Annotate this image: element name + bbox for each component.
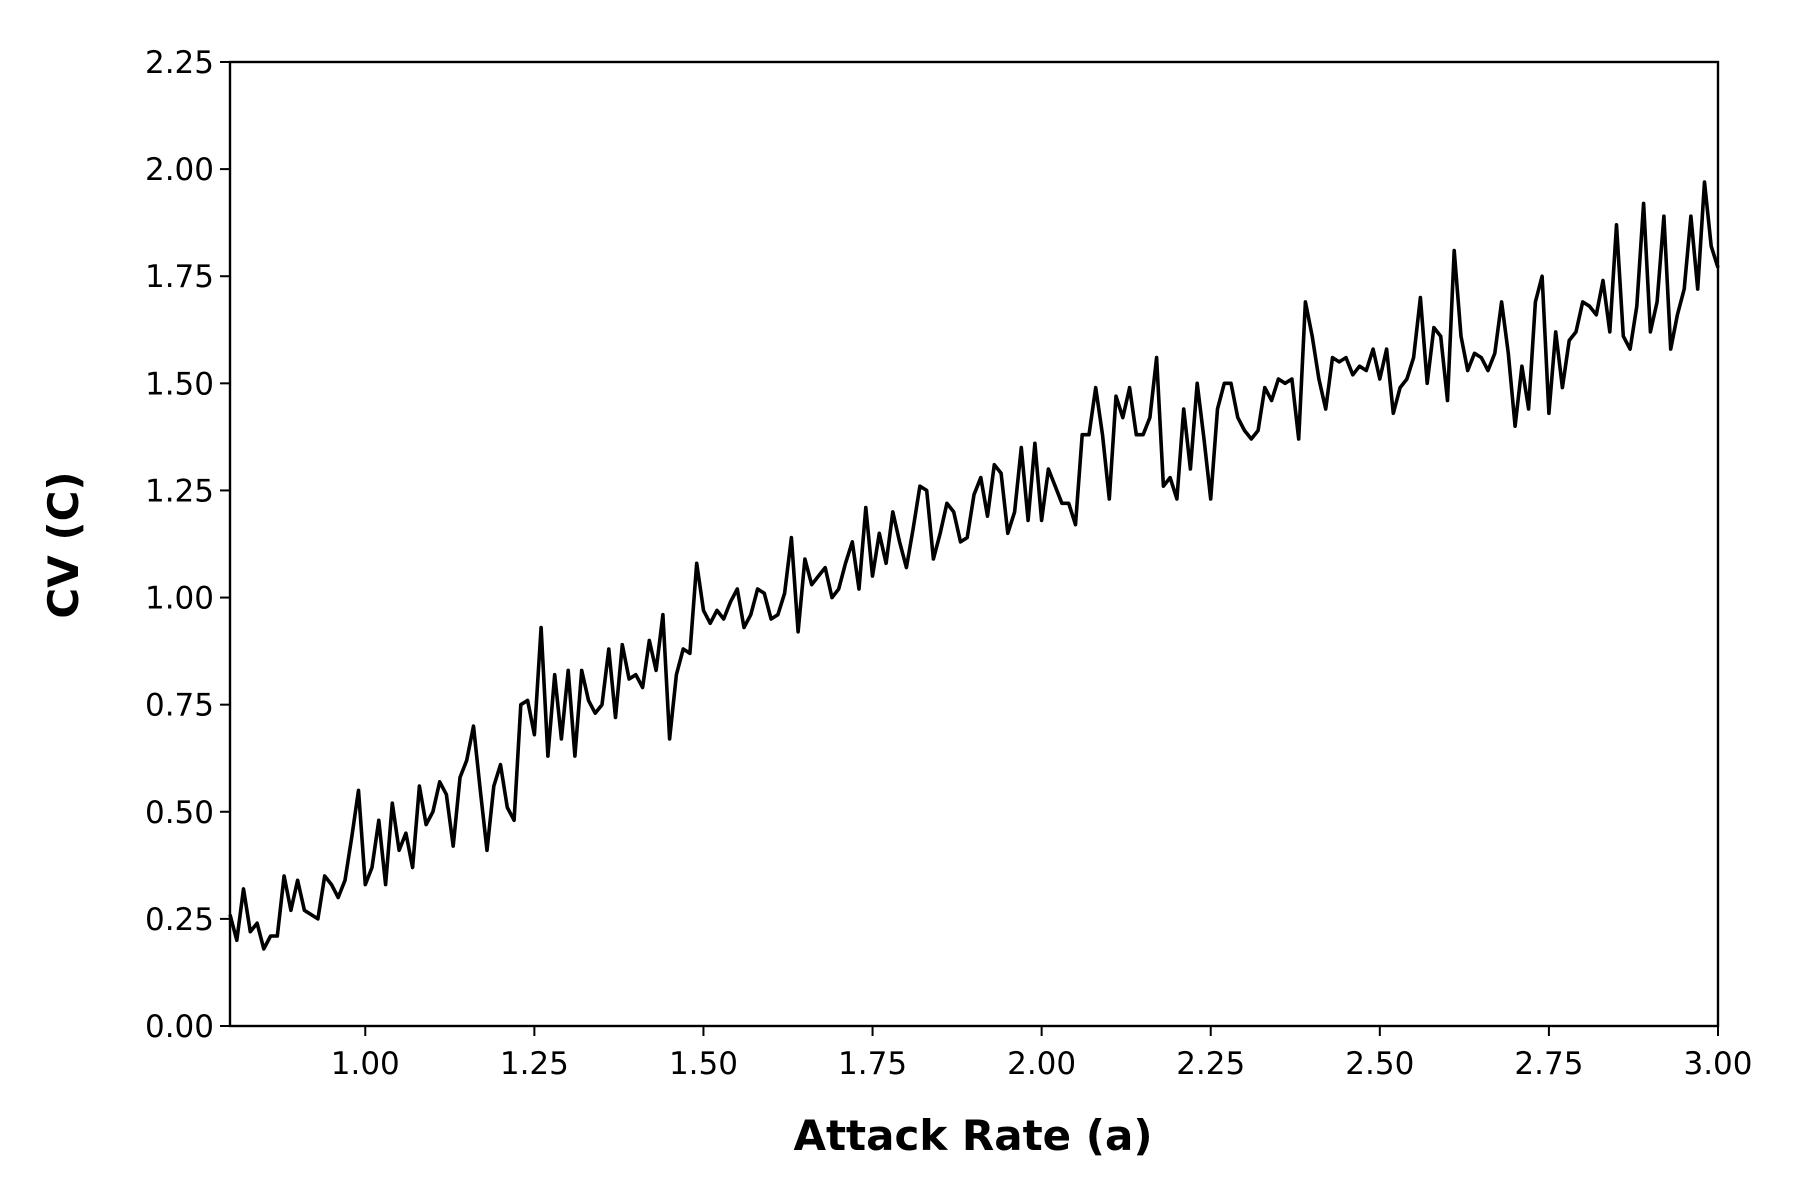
y-tick-label: 2.25 xyxy=(145,45,214,81)
x-tick-label: 2.50 xyxy=(1345,1046,1414,1082)
y-tick-label: 2.00 xyxy=(145,152,214,188)
y-tick-label: 0.50 xyxy=(145,795,214,831)
x-tick-label: 1.00 xyxy=(331,1046,400,1082)
y-tick-label: 1.00 xyxy=(145,581,214,617)
y-axis: 0.00 0.25 0.50 0.75 1.00 1.25 1.50 1.75 2.00 2.25 xyxy=(145,45,230,1045)
y-tick-label: 1.50 xyxy=(145,366,214,402)
y-tick-label: 1.75 xyxy=(145,259,214,295)
y-tick-label: 0.00 xyxy=(145,1009,214,1045)
x-tick-label: 1.25 xyxy=(500,1046,569,1082)
y-axis-title: CV (C) xyxy=(39,471,88,618)
y-tick-label: 1.25 xyxy=(145,473,214,509)
y-tick-label: 0.25 xyxy=(145,902,214,938)
x-tick-label: 2.00 xyxy=(1007,1046,1076,1082)
x-tick-label: 2.25 xyxy=(1176,1046,1245,1082)
plot-frame xyxy=(228,60,1720,1028)
x-axis-title: Attack Rate (a) xyxy=(793,1111,1152,1160)
x-axis: 1.00 1.25 1.50 1.75 2.00 2.25 2.50 2.75 3.00 xyxy=(331,1026,1753,1082)
plot-area xyxy=(228,60,1720,1028)
series-line-0 xyxy=(228,180,1720,951)
x-tick-label: 3.00 xyxy=(1683,1046,1752,1082)
x-tick-label: 1.50 xyxy=(669,1046,738,1082)
y-tick-label: 0.75 xyxy=(145,688,214,724)
x-tick-label: 2.75 xyxy=(1514,1046,1583,1082)
x-tick-label: 1.75 xyxy=(838,1046,907,1082)
